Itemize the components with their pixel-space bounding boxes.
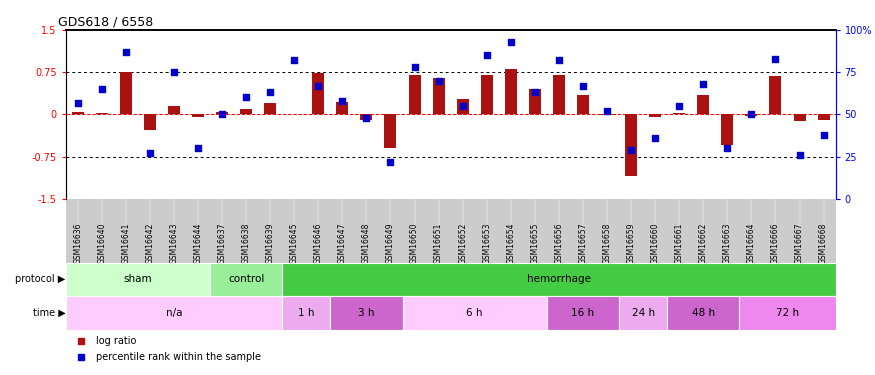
Point [287,57,301,63]
Bar [697,94,710,114]
Bar [264,103,276,114]
Point [71,99,85,105]
Point [648,135,662,141]
Bar [192,114,204,117]
Point [408,64,422,70]
Bar [673,113,685,114]
Point [312,82,326,88]
Point [480,52,494,58]
Bar [72,112,84,114]
Text: time ▶: time ▶ [33,308,66,318]
Bar [282,296,331,330]
Point [335,98,349,104]
Point [624,147,638,153]
Text: 3 h: 3 h [358,308,374,318]
Bar [577,94,589,114]
Point [720,145,734,151]
Point [552,57,566,63]
Text: log ratio: log ratio [96,336,136,345]
Bar [794,114,806,121]
Bar [168,106,180,114]
Point [119,49,133,55]
Point [504,39,518,45]
Bar [625,114,637,176]
Text: 1 h: 1 h [298,308,314,318]
Text: 72 h: 72 h [776,308,799,318]
Bar [547,296,620,330]
Bar [409,75,421,114]
Text: 48 h: 48 h [692,308,715,318]
Text: 6 h: 6 h [466,308,483,318]
Bar [216,111,228,114]
Bar [360,114,373,120]
Bar [528,89,541,114]
Point [793,152,807,158]
Point [94,86,108,92]
Point [672,103,686,109]
Point [768,56,782,62]
Point [215,111,229,117]
Bar [331,296,402,330]
Point [143,150,157,156]
Point [816,132,830,138]
Text: n/a: n/a [165,308,182,318]
Bar [769,76,781,114]
Bar [66,262,210,296]
Point [745,111,759,117]
Text: control: control [228,274,264,284]
Text: hemorrhage: hemorrhage [527,274,591,284]
Bar [739,296,836,330]
Bar [601,114,613,116]
Text: sham: sham [123,274,152,284]
Bar [649,114,662,117]
Bar [480,75,493,114]
Point [600,108,614,114]
Bar [817,114,829,120]
Bar [144,114,156,130]
Bar [240,109,252,114]
Text: GDS618 / 6558: GDS618 / 6558 [58,16,153,29]
Bar [620,296,668,330]
Text: protocol ▶: protocol ▶ [16,274,66,284]
Bar [746,114,758,116]
Bar [721,114,733,145]
Bar [668,296,739,330]
Point [576,82,590,88]
Point [167,69,181,75]
Bar [95,112,108,114]
Point [456,103,470,109]
Bar [457,99,469,114]
Point [383,159,397,165]
Bar [282,262,836,296]
Point [360,115,374,121]
Bar [402,296,547,330]
Bar [210,262,282,296]
Bar [553,75,565,114]
Text: percentile rank within the sample: percentile rank within the sample [96,352,262,362]
Point [263,89,277,95]
Bar [312,73,325,114]
Bar [384,114,396,148]
Point [191,145,205,151]
Point [431,78,445,84]
Text: 24 h: 24 h [632,308,654,318]
Point [528,89,542,95]
Bar [336,102,348,114]
Bar [66,296,282,330]
Bar [120,72,132,114]
Point [239,94,253,100]
Bar [432,78,444,114]
Point [696,81,710,87]
Bar [505,69,517,114]
Text: 16 h: 16 h [571,308,594,318]
